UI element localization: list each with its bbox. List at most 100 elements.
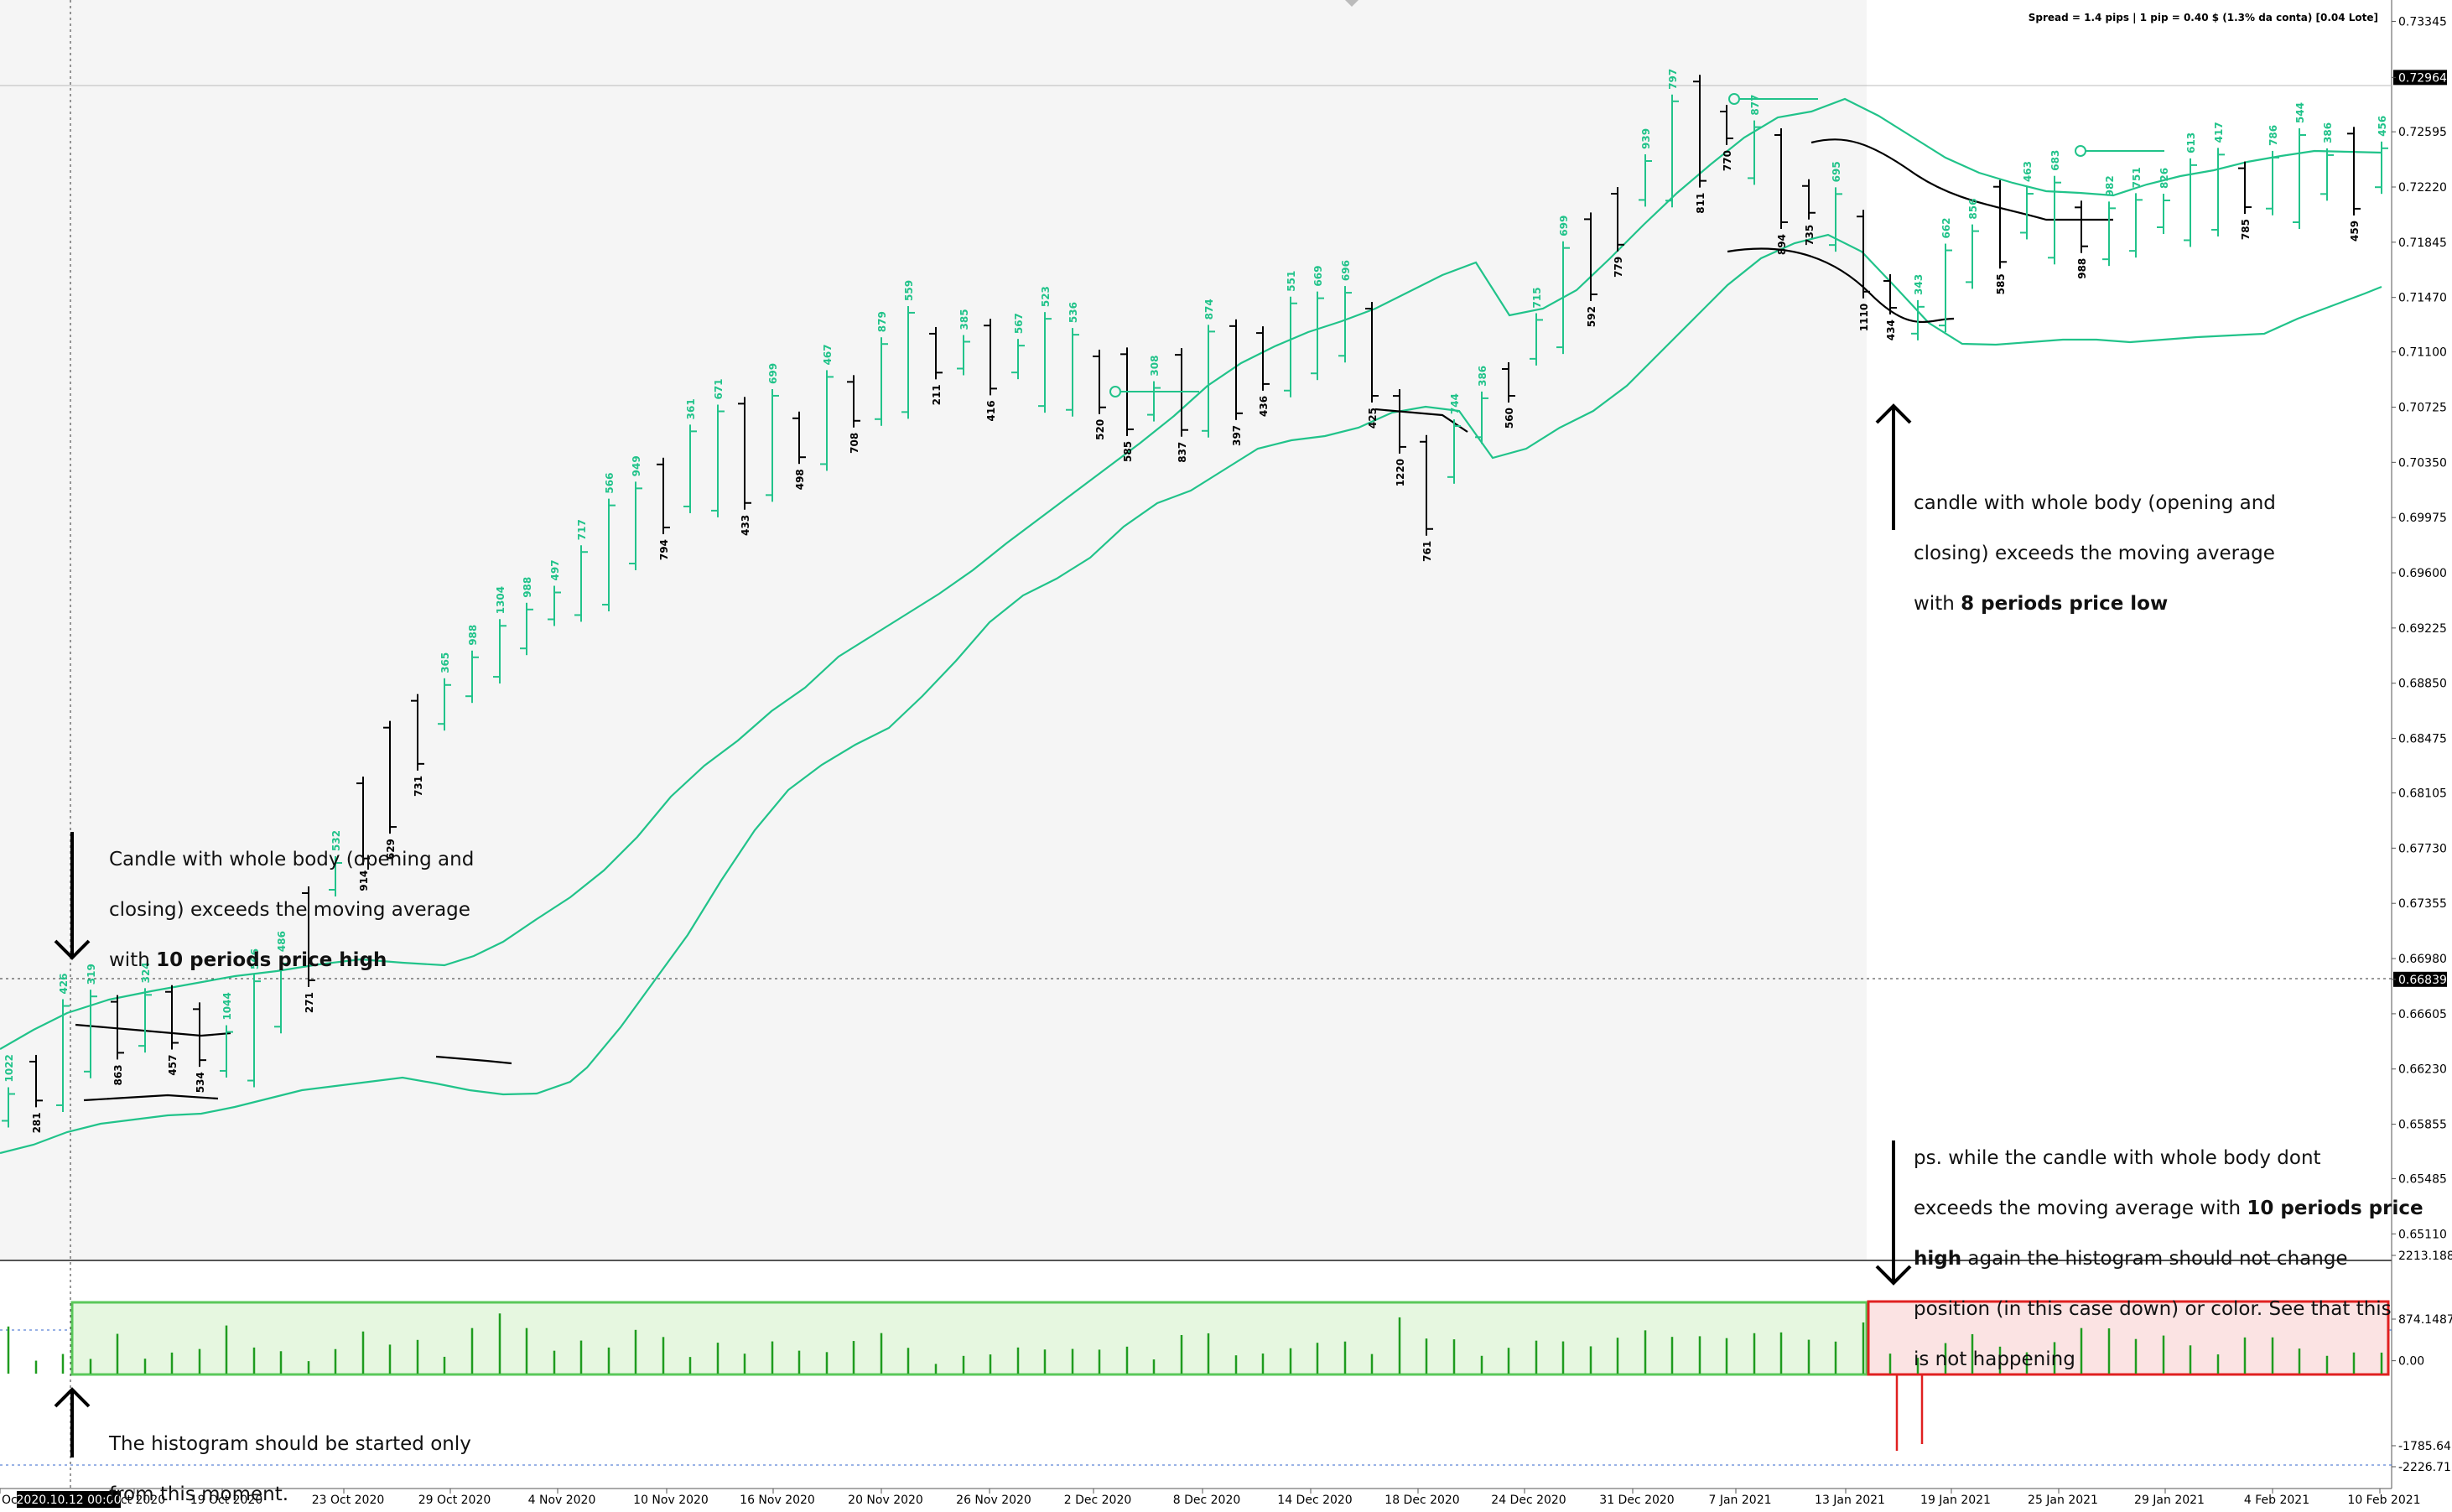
ma-low-segment-bear-early	[83, 1094, 219, 1102]
candle-volume-label: 319	[86, 964, 97, 985]
annotation-emphasis: 10 periods price	[2247, 1198, 2423, 1219]
candle-volume-label: 585	[1995, 273, 2007, 294]
price-axis-label: 0.69225	[2398, 622, 2447, 636]
candle-volume-label: 486	[276, 931, 288, 952]
candle-volume-label: 416	[985, 400, 997, 421]
candle-volume-label: 385	[958, 309, 970, 330]
candle-volume-label: 1304	[495, 586, 507, 614]
annotation-line: closing) exceeds the moving average	[1914, 543, 2275, 564]
ma-low-segment-bear	[1727, 247, 1955, 324]
candle-volume-label: 699	[767, 363, 779, 384]
candle-volume-label: 463	[2022, 161, 2034, 182]
candle-volume-label: 281	[31, 1112, 43, 1133]
arrow-ps-head	[1875, 1265, 1912, 1286]
candle-volume-label: 544	[2294, 102, 2306, 123]
time-cursor-tag	[17, 1491, 121, 1508]
annotation-histogram-start: The histogram should be started only fro…	[109, 1406, 471, 1507]
time-axis-label: 2 Dec 2020	[1064, 1494, 1132, 1507]
histogram-axis-label: -1785.6416	[2398, 1440, 2452, 1453]
time-axis-label: 19 Jan 2021	[1920, 1494, 1991, 1507]
annotation-emphasis: 8 periods price low	[1961, 593, 2169, 615]
candle-volume-label: 559	[903, 280, 915, 301]
candle-volume-label: 457	[167, 1055, 179, 1076]
candle-volume-label: 779	[1613, 257, 1624, 278]
candle-volume-label: 613	[2185, 132, 2197, 153]
price-axis-label: 0.71845	[2398, 236, 2447, 250]
arrow-ma-low-head	[1875, 403, 1912, 424]
price-axis-label: 0.65855	[2398, 1119, 2447, 1132]
annotation-line: from this moment.	[109, 1483, 289, 1505]
candle-volume-label: 551	[1286, 271, 1297, 292]
candle-volume-label: 520	[1094, 419, 1106, 440]
candle-volume-label: 794	[658, 539, 670, 560]
candle-volume-label: 785	[2240, 219, 2252, 240]
time-axis-label: 25 Jan 2021	[2028, 1494, 2098, 1507]
candle-volume-label: 683	[2049, 150, 2061, 171]
candle-volume-label: 761	[1421, 541, 1433, 562]
candle-volume-label: 433	[740, 515, 751, 536]
candle-volume-label: 467	[822, 344, 834, 365]
candle-volume-label: 826	[2158, 168, 2170, 189]
candle-volume-label: 715	[1531, 287, 1543, 308]
candle-volume-label: 456	[2377, 116, 2388, 137]
ma-10-high-line	[0, 97, 2382, 1050]
candle-volume-label: 629	[385, 839, 397, 860]
candle-volume-label: 1110	[1858, 304, 1870, 331]
histogram-axis-label: 874.1487	[2398, 1313, 2452, 1327]
candle-volume-label: 211	[931, 384, 943, 405]
price-axis-label: 0.70725	[2398, 401, 2447, 414]
ma-8-low-line	[0, 233, 2382, 1155]
candle-volume-label: 523	[1040, 286, 1052, 307]
candle-volume-label: 397	[1231, 425, 1243, 446]
time-cursor-label: 2020.10.12 00:00	[17, 1494, 122, 1507]
price-axis-label: 0.65110	[2398, 1228, 2447, 1241]
annotation-line: Candle with whole body (opening and	[109, 849, 475, 870]
time-axis-label: 14 Dec 2020	[1277, 1494, 1352, 1507]
annotation-ma-low: candle with whole body (opening and clos…	[1914, 465, 2276, 616]
candle-volume-label: 671	[713, 378, 725, 399]
price-axis-label: 0.67730	[2398, 842, 2447, 855]
scroll-marker-icon	[1345, 0, 1358, 7]
candle-volume-label: 536	[1068, 302, 1079, 323]
candle-volume-label: 877	[1749, 95, 1761, 116]
annotation-ma-high: Candle with whole body (opening and clos…	[109, 822, 474, 973]
annotation-emphasis: high	[1914, 1248, 1962, 1270]
annotation-emphasis: 10 periods price high	[156, 949, 387, 971]
candle-volume-label: 856	[1967, 199, 1979, 220]
candle-volume-label: 797	[1667, 69, 1679, 90]
candle-volume-label: 417	[2213, 122, 2225, 143]
annotation-line: with	[1914, 593, 1961, 615]
histogram-axis-label: 2213.1887	[2398, 1250, 2452, 1263]
candle-volume-label: 592	[1586, 306, 1597, 327]
arrow-ma-high-head	[54, 939, 91, 960]
histogram-green-box	[70, 1301, 1868, 1376]
time-axis-label: 4 Feb 2021	[2244, 1494, 2309, 1507]
price-axis-label: 0.66230	[2398, 1063, 2447, 1077]
price-axis-label: 0.66839	[2398, 974, 2447, 987]
candle-volume-label: 874	[1203, 299, 1215, 320]
price-axis-label: 0.68105	[2398, 787, 2447, 801]
time-axis-label: 24 Dec 2020	[1491, 1494, 1566, 1507]
candle-volume-label: 343	[1913, 274, 1925, 295]
candle-volume-label: 939	[1640, 128, 1652, 149]
candle-volume-label: 662	[1940, 217, 1952, 238]
candle-volume-label: 894	[1776, 234, 1788, 255]
time-axis-label: 20 Nov 2020	[848, 1494, 923, 1507]
time-axis-label: 13 Jan 2021	[1815, 1494, 1885, 1507]
price-axis-label: 0.68850	[2398, 678, 2447, 691]
annotation-line: closing) exceeds the moving average	[109, 899, 470, 921]
time-axis-label: Oct 2020	[112, 1494, 165, 1507]
price-tag	[2393, 971, 2447, 987]
annotation-line: again the histogram should not change	[1961, 1248, 2348, 1270]
ma-segment-bear-mid	[435, 1055, 512, 1065]
price-axis-label: 0.71100	[2398, 346, 2447, 360]
candle-volume-label: 271	[304, 992, 315, 1013]
candle-volume-label: 585	[1122, 441, 1134, 462]
price-axis-label: 0.69600	[2398, 567, 2447, 580]
candle-volume-label: 324	[140, 962, 152, 983]
candle-volume-label: 426	[58, 973, 70, 994]
candle-volume-label: 534	[195, 1072, 206, 1093]
candle-volume-label: 863	[112, 1064, 124, 1085]
